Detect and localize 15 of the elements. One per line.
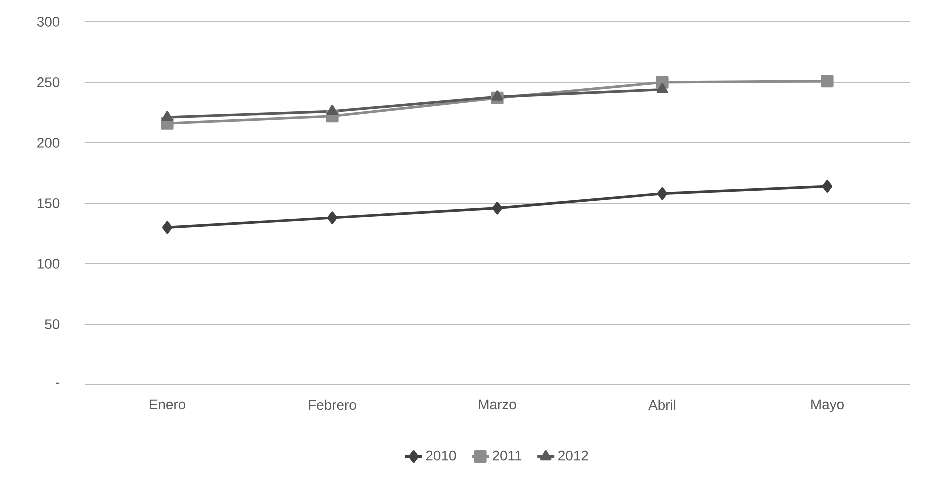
y-tick-label: - — [56, 382, 60, 384]
legend-label: 2012 — [558, 450, 588, 461]
y-tick-label: 300 — [37, 17, 60, 27]
x-tick-label: Marzo — [479, 400, 516, 410]
y-tick-label: 250 — [38, 78, 60, 88]
x-tick-label: Febrero — [309, 400, 356, 410]
x-tick-label: Abril — [648, 400, 676, 410]
y-tick-label: 50 — [45, 320, 60, 330]
y-tick-label: 150 — [38, 198, 60, 208]
legend-label: 2010 — [426, 450, 456, 461]
x-tick-label: Mayo — [812, 400, 844, 412]
y-tick-label: 100 — [38, 259, 60, 269]
legend-label: 2011 — [493, 450, 522, 461]
x-tick-label: Enero — [150, 400, 186, 410]
y-tick-label: 200 — [38, 138, 60, 148]
